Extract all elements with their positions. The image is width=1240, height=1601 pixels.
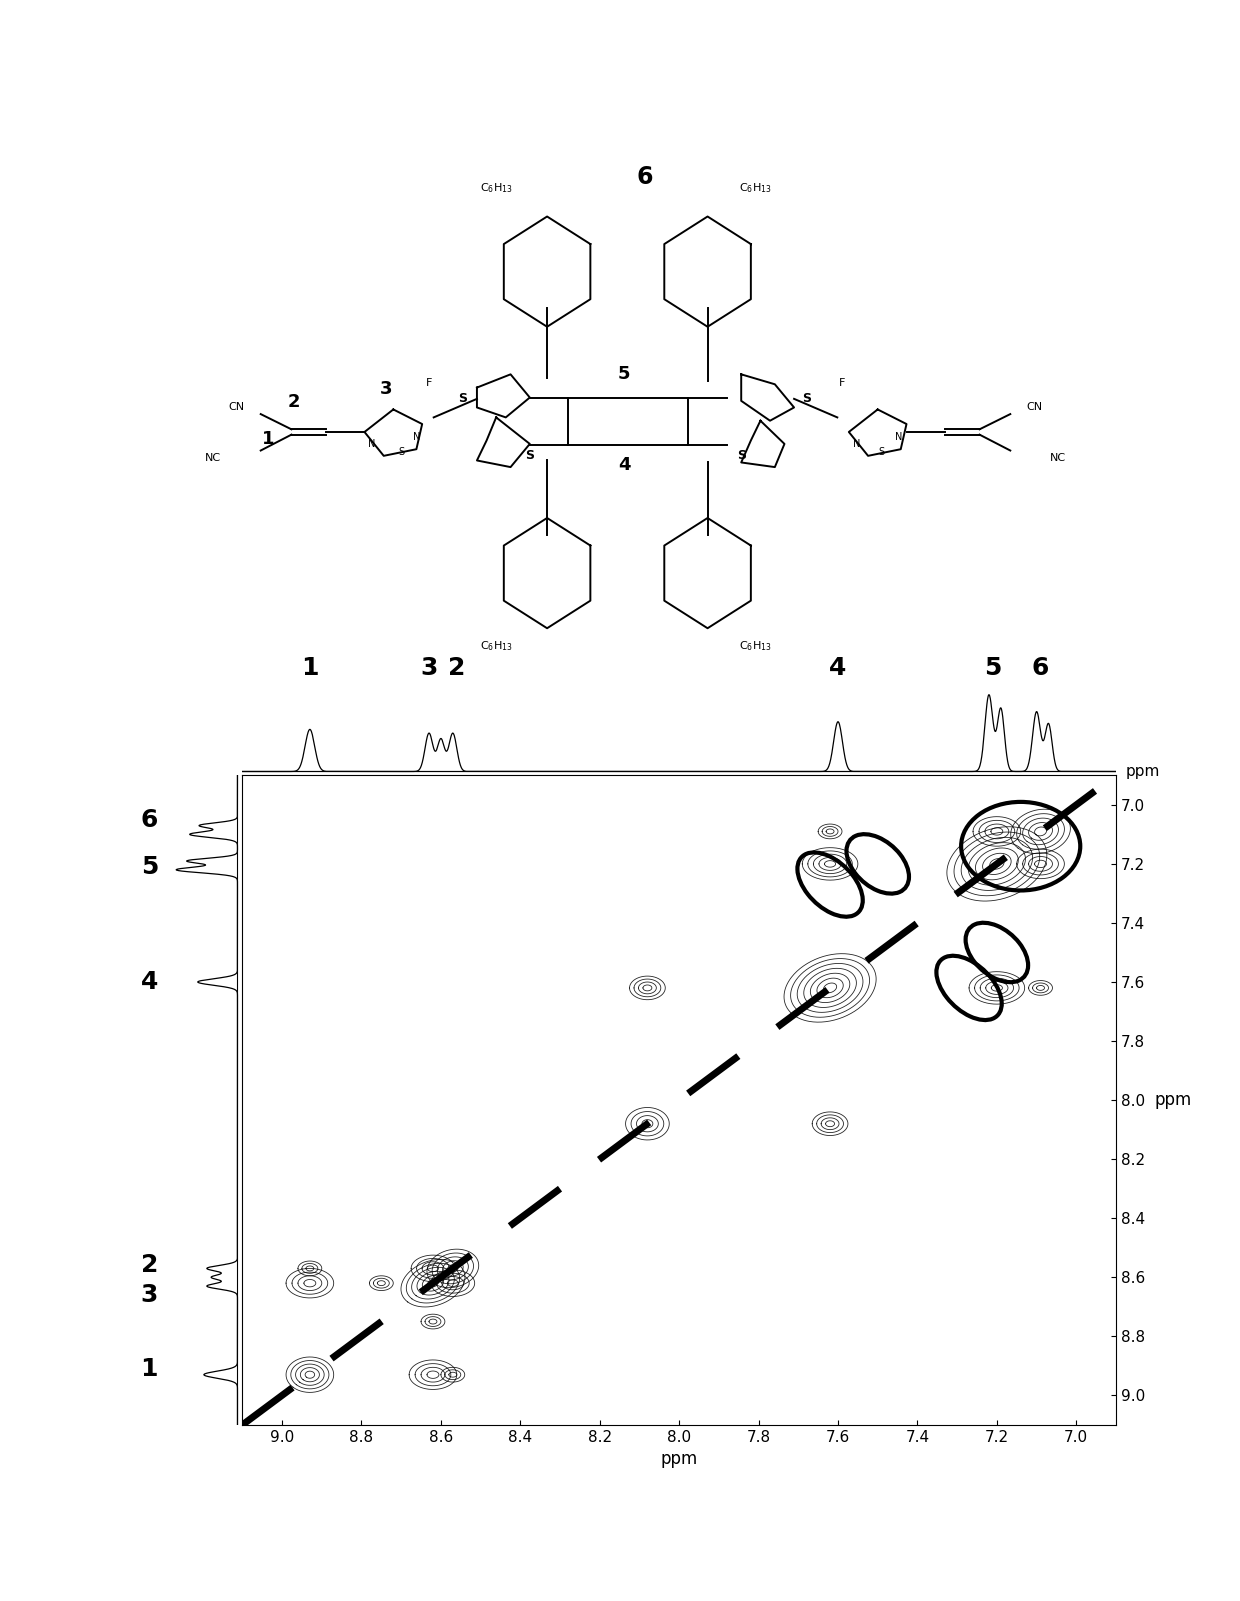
Text: 4: 4: [830, 656, 847, 679]
Text: F: F: [425, 378, 432, 387]
Text: 3: 3: [420, 656, 438, 679]
Text: S: S: [737, 450, 745, 463]
Text: S: S: [878, 447, 884, 456]
Text: 6: 6: [1032, 656, 1049, 679]
Text: ppm: ppm: [1126, 764, 1161, 780]
Text: N: N: [895, 432, 903, 442]
Text: CN: CN: [228, 402, 244, 413]
Text: 2: 2: [448, 656, 465, 679]
Text: 6: 6: [637, 165, 653, 189]
Text: $\mathregular{C_6H_{13}}$: $\mathregular{C_6H_{13}}$: [480, 639, 512, 653]
Text: F: F: [839, 378, 846, 387]
Text: S: S: [398, 447, 404, 456]
Text: N: N: [368, 439, 376, 448]
Text: S: S: [458, 392, 467, 405]
Text: 5: 5: [985, 656, 1002, 679]
Text: 3: 3: [379, 379, 392, 399]
Text: $\mathregular{C_6H_{13}}$: $\mathregular{C_6H_{13}}$: [739, 181, 773, 195]
Text: 4: 4: [140, 970, 157, 994]
Text: NC: NC: [1050, 453, 1066, 463]
Text: 1: 1: [301, 656, 319, 679]
Text: 6: 6: [140, 807, 157, 831]
Text: 2: 2: [140, 1254, 157, 1278]
X-axis label: ppm: ppm: [661, 1451, 698, 1468]
Text: $\mathregular{C_6H_{13}}$: $\mathregular{C_6H_{13}}$: [480, 181, 512, 195]
Text: $\mathregular{C_6H_{13}}$: $\mathregular{C_6H_{13}}$: [739, 639, 773, 653]
Text: 4: 4: [618, 456, 630, 474]
Text: 5: 5: [140, 855, 157, 879]
Text: 3: 3: [140, 1282, 157, 1306]
Text: N: N: [853, 439, 861, 448]
Text: 2: 2: [288, 394, 300, 411]
Text: CN: CN: [1027, 402, 1043, 413]
Text: S: S: [526, 450, 534, 463]
Y-axis label: ppm: ppm: [1154, 1092, 1192, 1109]
Text: 1: 1: [140, 1356, 157, 1380]
Text: 5: 5: [618, 365, 630, 383]
Text: 1: 1: [262, 431, 274, 448]
Text: N: N: [413, 432, 420, 442]
Text: S: S: [802, 392, 811, 405]
Text: NC: NC: [205, 453, 221, 463]
